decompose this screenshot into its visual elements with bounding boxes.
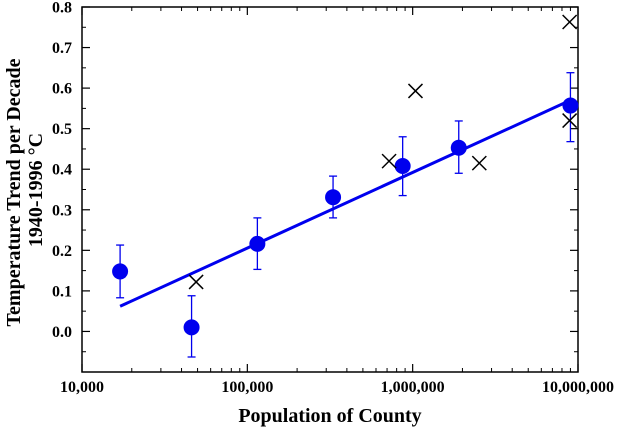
- mean-point: [325, 189, 342, 206]
- mean-point: [112, 263, 129, 280]
- x-axis-title: Population of County: [238, 405, 421, 427]
- y-tick-label: 0.4: [52, 162, 72, 179]
- cross-point: [381, 153, 397, 169]
- cross-stroke: [471, 155, 487, 171]
- y-tick-label: 0.8: [52, 0, 72, 17]
- axis-tick-labels: 10,000 100,000 1,000,000 10,000,000 0.0 0.1 0.…: [52, 0, 614, 396]
- y-tick-label: 0.6: [52, 81, 72, 98]
- y-tick-label: 0.3: [52, 202, 72, 219]
- y-axis-title: Temperature Trend per Decade 1940-1996 °…: [3, 54, 47, 327]
- y-tick-label: 0.0: [52, 324, 72, 341]
- cross-point: [562, 14, 578, 30]
- cross-point: [562, 113, 578, 129]
- mean-point: [562, 97, 579, 114]
- data-marks: [112, 14, 579, 358]
- mean-point: [249, 235, 266, 252]
- axis-ticks: [81, 6, 579, 372]
- y-axis-title-line2: 1940-1996: [25, 155, 47, 247]
- cross-stroke: [562, 14, 578, 30]
- cross-stroke: [381, 153, 397, 169]
- y-axis-title-unit: °C: [25, 133, 47, 155]
- y-tick-label: 0.1: [52, 283, 72, 300]
- cross-point: [471, 155, 487, 171]
- y-tick-label: 0.7: [52, 40, 72, 57]
- x-tick-label: 1,000,000: [381, 379, 445, 396]
- cross-stroke: [562, 113, 578, 129]
- x-tick-label: 100,000: [221, 379, 273, 396]
- cross-stroke: [188, 274, 204, 290]
- cross-point: [188, 274, 204, 290]
- cross-point: [407, 83, 424, 99]
- trend-line: [119, 98, 572, 308]
- plot-frame: [81, 6, 579, 373]
- y-axis-title-line1: Temperature Trend per Decade: [3, 58, 25, 326]
- x-tick-label: 10,000: [60, 379, 104, 396]
- cross-stroke: [407, 83, 424, 99]
- mean-point: [394, 157, 411, 174]
- y-tick-label: 0.2: [52, 243, 72, 260]
- x-tick-label: 10,000,000: [542, 379, 614, 396]
- mean-point: [183, 319, 200, 336]
- y-tick-label: 0.5: [52, 121, 72, 138]
- mean-point: [450, 139, 467, 156]
